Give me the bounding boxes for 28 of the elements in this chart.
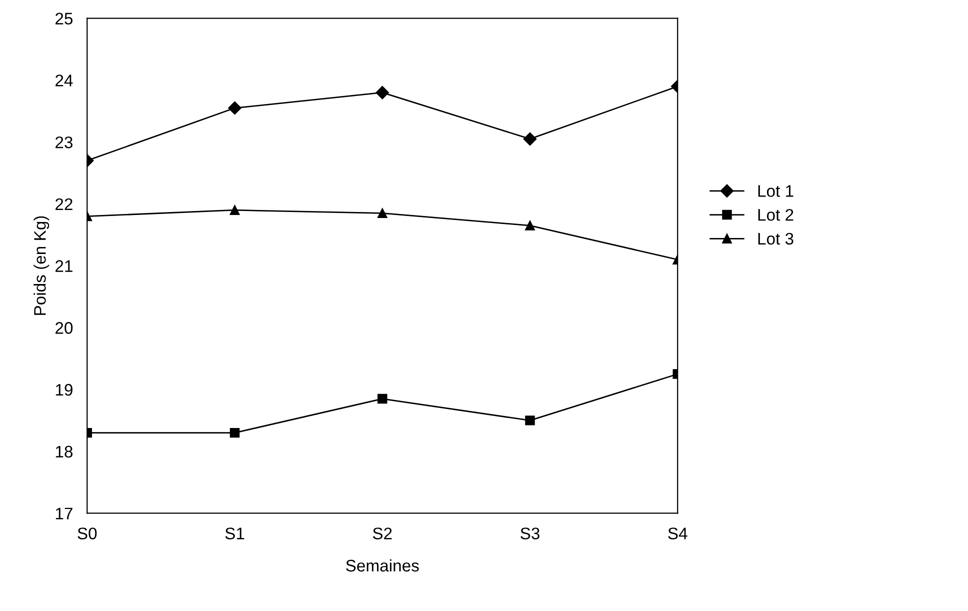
x-tick-label: S4 <box>668 528 688 540</box>
point <box>230 205 240 215</box>
point <box>376 86 389 100</box>
legend-label: Lot 1 <box>758 185 794 197</box>
y-tick-label: 18 <box>56 446 73 458</box>
point <box>523 132 537 146</box>
y-axis-title: Poids (en Kg) <box>34 216 50 315</box>
point <box>228 101 242 115</box>
y-tick-label: 17 <box>56 508 72 520</box>
point <box>378 208 388 218</box>
point <box>525 220 535 230</box>
x-tick-label: S1 <box>225 528 244 540</box>
y-tick-label: 22 <box>56 198 72 210</box>
point <box>230 428 240 438</box>
x-tick-label: S3 <box>520 528 540 540</box>
y-tick-label: 21 <box>56 260 72 272</box>
x-axis-title: Semaines <box>346 559 419 572</box>
y-tick-label: 23 <box>56 136 72 148</box>
point <box>525 416 535 426</box>
y-tick-label: 19 <box>56 384 72 396</box>
point <box>378 394 388 404</box>
legend-label: Lot 3 <box>758 232 794 245</box>
x-tick-label: S2 <box>372 528 392 540</box>
y-tick-label: 24 <box>56 74 73 86</box>
y-tick-label: 25 <box>56 12 73 25</box>
y-tick-label: 20 <box>56 322 73 334</box>
legend-label: Lot 2 <box>758 208 794 221</box>
x-tick-label: S0 <box>78 528 97 540</box>
